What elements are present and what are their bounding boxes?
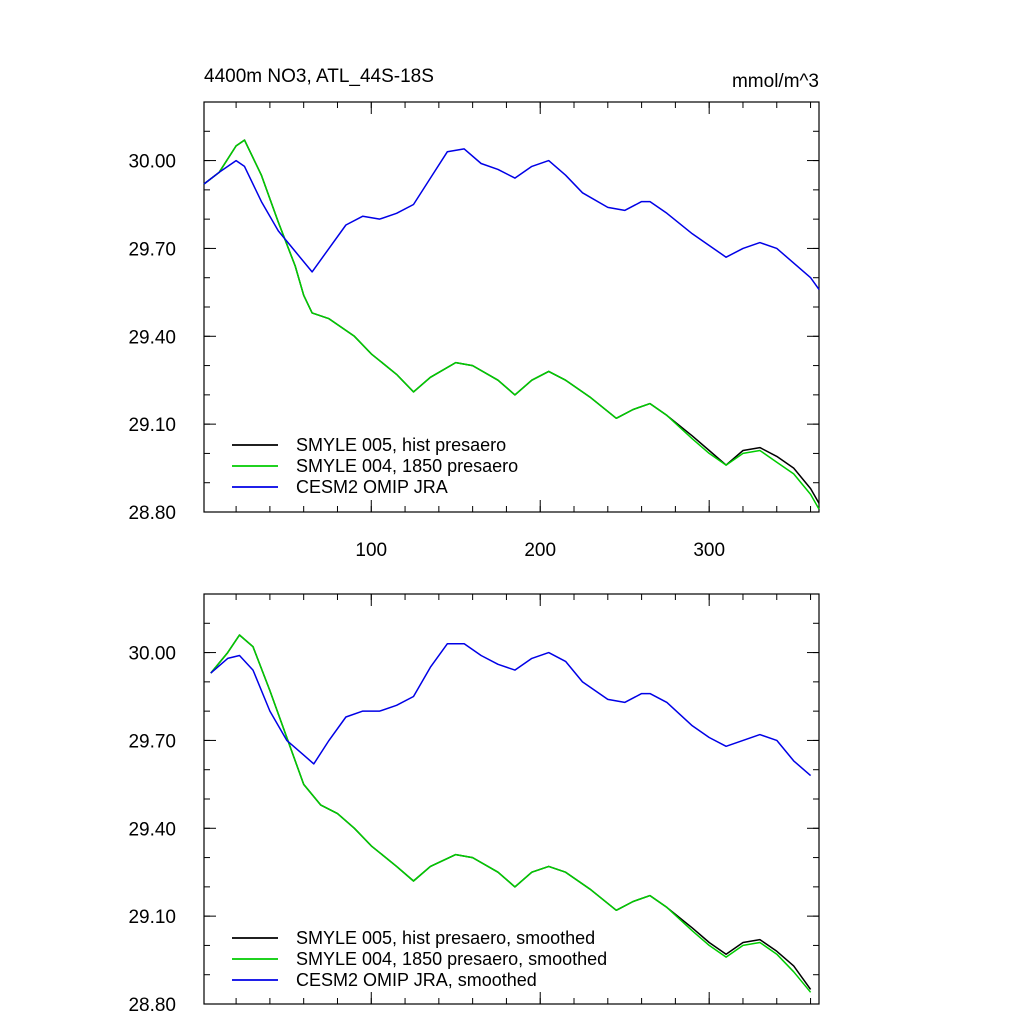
y-tick-label: 29.40	[128, 819, 176, 840]
legend-label: SMYLE 005, hist presaero	[296, 435, 506, 455]
y-tick-label: 30.00	[128, 644, 176, 665]
legend-label: CESM2 OMIP JRA, smoothed	[296, 970, 537, 990]
y-tick-label: 29.10	[128, 415, 176, 436]
legend-label: SMYLE 004, 1850 presaero	[296, 456, 518, 476]
top-panel: 28.80 29.10 29.40 29.70 30.00 100 200 300 SMYLE …	[128, 101, 820, 561]
series-line	[210, 643, 812, 777]
y-tick-label: 29.10	[128, 907, 176, 928]
y-tick-label: 29.40	[128, 327, 176, 348]
chart-title: 4400m NO3, ATL_44S-18S	[204, 66, 434, 87]
y-tick-label: 28.80	[128, 503, 176, 524]
legend-label: SMYLE 005, hist presaero, smoothed	[296, 928, 595, 948]
legend-label: SMYLE 004, 1850 presaero, smoothed	[296, 949, 607, 969]
bottom-panel: 28.80 29.10 29.40 29.70 30.00 SMYLE 005, hist…	[128, 593, 820, 1016]
series-line	[210, 634, 812, 993]
y-tick-label: 28.80	[128, 995, 176, 1016]
units-label: mmol/m^3	[732, 71, 819, 92]
x-tick-label: 200	[524, 540, 556, 561]
y-tick-label: 29.70	[128, 731, 176, 752]
y-tick-label: 30.00	[128, 152, 176, 173]
y-tick-label: 29.70	[128, 239, 176, 260]
series-line	[203, 139, 820, 510]
x-tick-label: 100	[355, 540, 387, 561]
legend-label: CESM2 OMIP JRA	[296, 477, 448, 497]
series-line	[203, 148, 820, 290]
x-tick-label: 300	[693, 540, 725, 561]
